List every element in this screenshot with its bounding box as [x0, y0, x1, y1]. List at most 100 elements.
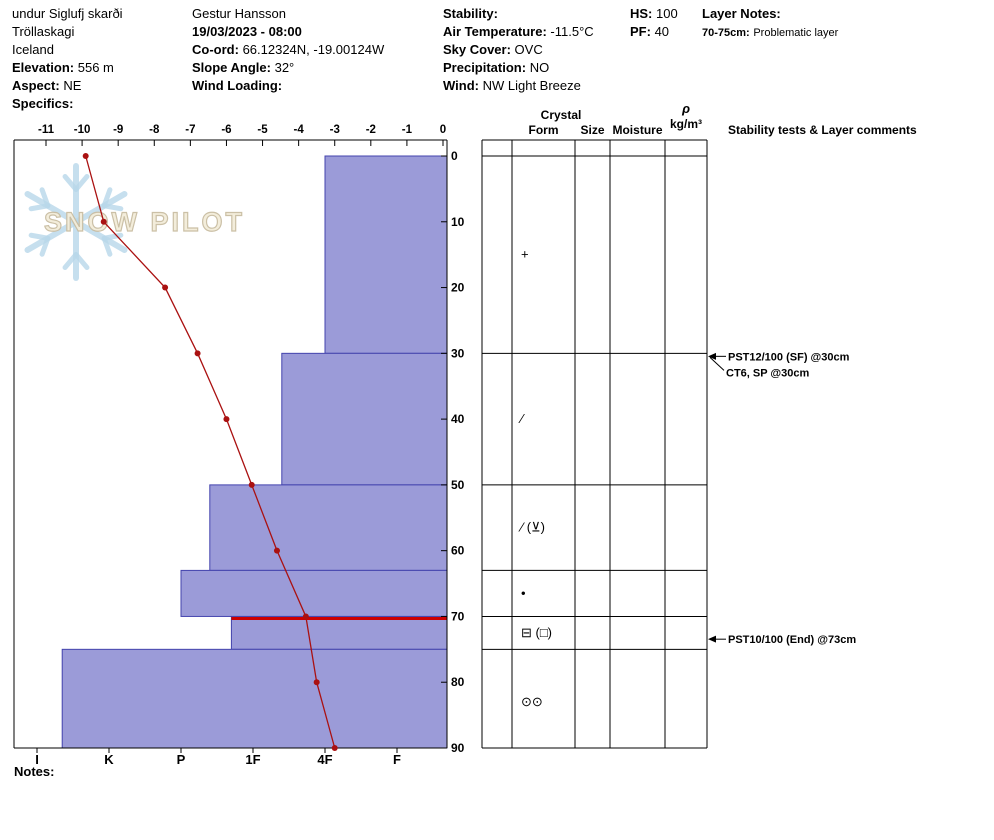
coord-line: Co-ord: 66.12324N, -19.00124W [192, 41, 384, 59]
svg-text:K: K [104, 752, 114, 767]
snow-layer-bar [324, 155, 448, 354]
precipitation-label: Precipitation: [443, 60, 527, 75]
size-column-header: Size [580, 123, 605, 137]
temp-point [273, 547, 280, 554]
svg-text:P: P [177, 752, 186, 767]
aspect-value: NE [63, 78, 82, 93]
moisture-column-header: Moisture [612, 123, 663, 137]
precipitation-line: Precipitation: NO [443, 59, 594, 77]
observer-line: Gestur Hansson [192, 5, 384, 23]
observation-block: Gestur Hansson 19/03/2023 - 08:00 Co-ord… [192, 5, 384, 95]
crystal-header: Crystal [540, 108, 582, 122]
svg-text:90: 90 [451, 741, 465, 755]
layer-bars [61, 155, 448, 749]
rounded-grains-icon: • [521, 585, 526, 600]
stability-test-annotation: PST10/100 (End) @73cm [728, 634, 856, 646]
svg-text:SNOW PILOT: SNOW PILOT [44, 207, 245, 237]
temp-point [223, 416, 230, 423]
aspect-line: Aspect: NE [12, 77, 123, 95]
wind-loading-label: Wind Loading: [192, 78, 283, 93]
notes-label: Notes: [14, 764, 55, 779]
location-region: Tröllaskagi [12, 24, 75, 39]
svg-text:-3: -3 [330, 124, 340, 136]
air-temp-value: -11.5°C [550, 24, 594, 39]
sky-cover-line: Sky Cover: OVC [443, 41, 594, 59]
snow-layer-bar [209, 484, 448, 571]
wind-label: Wind: [443, 78, 479, 93]
svg-text:60: 60 [451, 544, 465, 558]
svg-text:I: I [35, 752, 39, 767]
wind-line: Wind: NW Light Breeze [443, 77, 594, 95]
layer-note-line: 70-75cm: Problematic layer [702, 23, 838, 42]
layer-notes-block: Layer Notes: 70-75cm: Problematic layer [702, 5, 838, 42]
temp-point [302, 613, 309, 620]
stability-comments-header: Stability tests & Layer comments [728, 123, 917, 137]
svg-text:0: 0 [451, 149, 458, 163]
wind-value: NW Light Breeze [482, 78, 581, 93]
svg-text:-1: -1 [402, 124, 413, 136]
svg-text:40: 40 [451, 412, 465, 426]
layer-notes-title: Layer Notes: [702, 5, 838, 23]
svg-text:-11: -11 [38, 124, 55, 136]
svg-text:F: F [393, 752, 401, 767]
location-line-2: Tröllaskagi [12, 23, 123, 41]
air-temp-line: Air Temperature: -11.5°C [443, 23, 594, 41]
faceted-crystals-icon: ⊟ (□) [521, 625, 552, 640]
temp-point [194, 350, 201, 357]
decomposing-fragments-icon: ∕ [518, 411, 525, 426]
hardness-axis: I K P 1F 4F F [35, 748, 401, 767]
svg-text:10: 10 [451, 215, 465, 229]
observer-name: Gestur Hansson [192, 6, 286, 21]
snow-layer-bar [61, 648, 448, 749]
layer-note-value: Problematic layer [753, 27, 839, 39]
coord-label: Co-ord: [192, 42, 239, 57]
temp-point [82, 153, 89, 159]
coord-value: 66.12324N, -19.00124W [242, 42, 385, 57]
specifics-label: Specifics: [12, 96, 74, 111]
svg-text:-10: -10 [74, 124, 91, 136]
slope-angle-value: 32° [274, 60, 295, 75]
location-block: undur Siglufj skarði Tröllaskagi Iceland… [12, 5, 123, 113]
location-name: undur Siglufj skarði [12, 6, 123, 21]
slope-angle-label: Slope Angle: [192, 60, 271, 75]
temp-point [248, 481, 255, 488]
svg-text:50: 50 [451, 478, 465, 492]
svg-text:-4: -4 [294, 124, 305, 136]
slope-angle-line: Slope Angle: 32° [192, 59, 384, 77]
svg-text:-2: -2 [366, 124, 376, 136]
pf-line: PF: 40 [630, 23, 678, 41]
svg-text:70: 70 [451, 609, 465, 623]
svg-text:-7: -7 [185, 124, 195, 136]
svg-text:4F: 4F [317, 752, 332, 767]
sky-cover-label: Sky Cover: [443, 42, 511, 57]
form-column-header: Form [528, 123, 559, 137]
air-temp-label: Air Temperature: [443, 24, 547, 39]
svg-text:0: 0 [440, 124, 446, 136]
specifics-line: Specifics: [12, 95, 123, 113]
hs-line: HS: 100 [630, 5, 678, 23]
temp-point [100, 218, 107, 225]
density-symbol-header: ρ [682, 101, 690, 116]
decomposing-fragments-mixed-icon: ∕ (⊻) [518, 520, 545, 535]
snow-layer-bar [230, 615, 448, 650]
temp-point [162, 284, 169, 291]
depth-axis: 0 10 20 30 40 50 60 70 80 90 [441, 149, 465, 755]
location-line-3: Iceland [12, 41, 123, 59]
svg-text:20: 20 [451, 281, 465, 295]
svg-text:1F: 1F [245, 752, 260, 767]
stability-label: Stability: [443, 6, 498, 21]
stability-test-annotation: CT6, SP @30cm [726, 367, 810, 379]
temp-point [331, 745, 338, 751]
wind-loading-line: Wind Loading: [192, 77, 384, 95]
panel-grid [481, 139, 708, 749]
elevation-label: Elevation: [12, 60, 75, 75]
temp-axis: -11 -10 -9 -8 -7 -6 -5 -4 -3 -2 -1 0 [38, 124, 446, 146]
location-country: Iceland [12, 42, 54, 57]
temp-point [313, 679, 320, 686]
pf-label: PF: [630, 24, 651, 39]
svg-text:80: 80 [451, 675, 465, 689]
totals-block: HS: 100 PF: 40 [630, 5, 678, 41]
svg-text:-6: -6 [221, 124, 231, 136]
